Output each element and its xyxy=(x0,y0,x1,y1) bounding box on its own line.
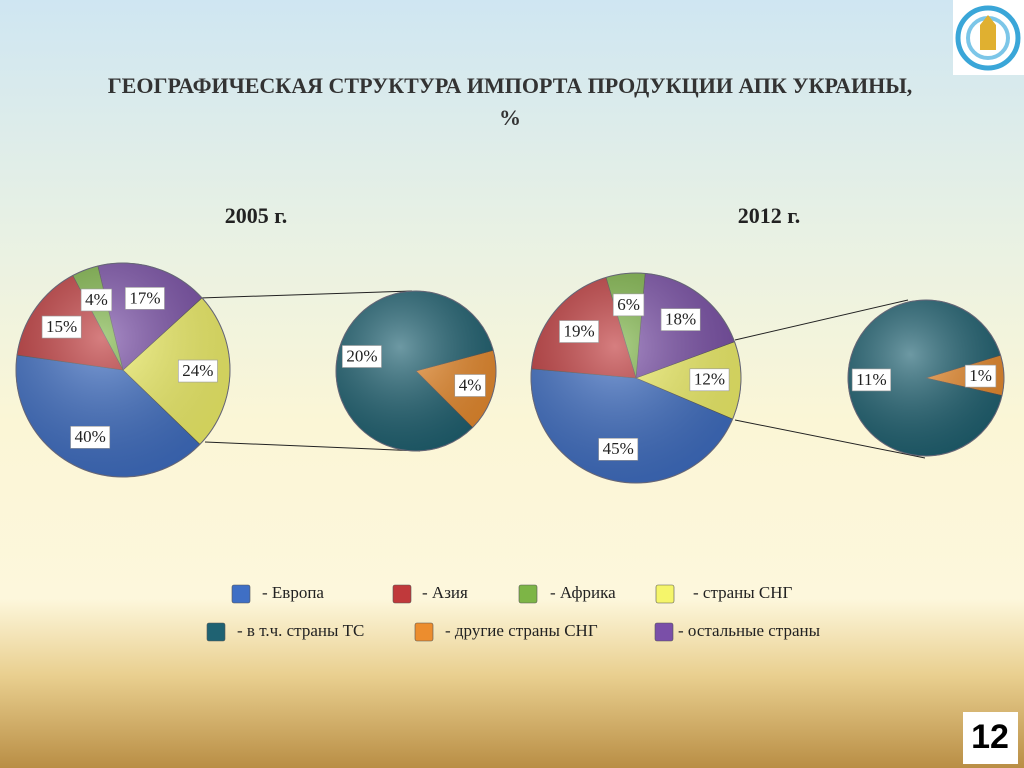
value-label-box xyxy=(454,374,486,397)
chart-title: 2005 г. xyxy=(225,203,288,228)
value-label-box xyxy=(964,364,997,388)
pie-shading xyxy=(335,290,497,452)
legend-label: - остальные страны xyxy=(678,621,821,640)
legend-label: - Европа xyxy=(262,583,324,602)
value-label: 40% xyxy=(75,427,106,446)
value-label: 6% xyxy=(617,295,640,314)
value-label: 15% xyxy=(46,317,77,336)
legend-label: - Азия xyxy=(422,583,468,602)
legend-label: - Африка xyxy=(550,583,616,602)
slide-title: ГЕОГРАФИЧЕСКАЯ СТРУКТУРА ИМПОРТА ПРОДУКЦ… xyxy=(107,73,913,130)
value-label-box xyxy=(178,359,218,383)
connector-line xyxy=(199,290,413,299)
value-label-box xyxy=(125,287,165,310)
legend-swatch xyxy=(392,584,412,604)
value-label-box xyxy=(342,345,382,368)
value-label-box xyxy=(689,368,730,392)
value-label-box xyxy=(612,293,645,317)
connector-line xyxy=(204,441,421,452)
legend-swatch xyxy=(655,584,675,604)
chart-title: 2012 г. xyxy=(738,203,801,228)
legend-label: - страны СНГ xyxy=(693,583,793,602)
page-number-box xyxy=(963,712,1018,764)
value-label-box xyxy=(70,426,111,449)
pie-shading xyxy=(847,299,1005,457)
value-label-box xyxy=(559,320,599,343)
value-label: 1% xyxy=(969,366,992,385)
value-label: 4% xyxy=(459,375,482,394)
value-label-box xyxy=(660,308,701,331)
value-label-box xyxy=(851,368,891,392)
connector-line xyxy=(734,299,909,341)
logo xyxy=(953,0,1024,75)
value-label-box xyxy=(41,315,82,339)
legend-swatch xyxy=(518,584,538,604)
value-label: 19% xyxy=(563,321,594,340)
value-label: 18% xyxy=(665,310,696,329)
legend-swatch xyxy=(654,622,674,642)
value-label: 12% xyxy=(694,370,725,389)
legend-label: - в т.ч. страны ТС xyxy=(237,621,364,640)
value-label: 4% xyxy=(85,290,108,309)
value-label: 20% xyxy=(346,346,377,365)
value-label-box xyxy=(80,288,113,312)
value-label-box xyxy=(598,438,639,461)
value-label: 45% xyxy=(603,439,634,458)
legend-label: - другие страны СНГ xyxy=(445,621,598,640)
legend-swatch xyxy=(206,622,226,642)
value-label: 24% xyxy=(182,361,213,380)
value-label: 11% xyxy=(856,370,887,389)
value-label: 17% xyxy=(129,288,160,307)
connector-line xyxy=(734,419,926,459)
legend-swatch xyxy=(414,622,434,642)
page-number: 12 xyxy=(971,718,1009,756)
legend-swatch xyxy=(231,584,251,604)
